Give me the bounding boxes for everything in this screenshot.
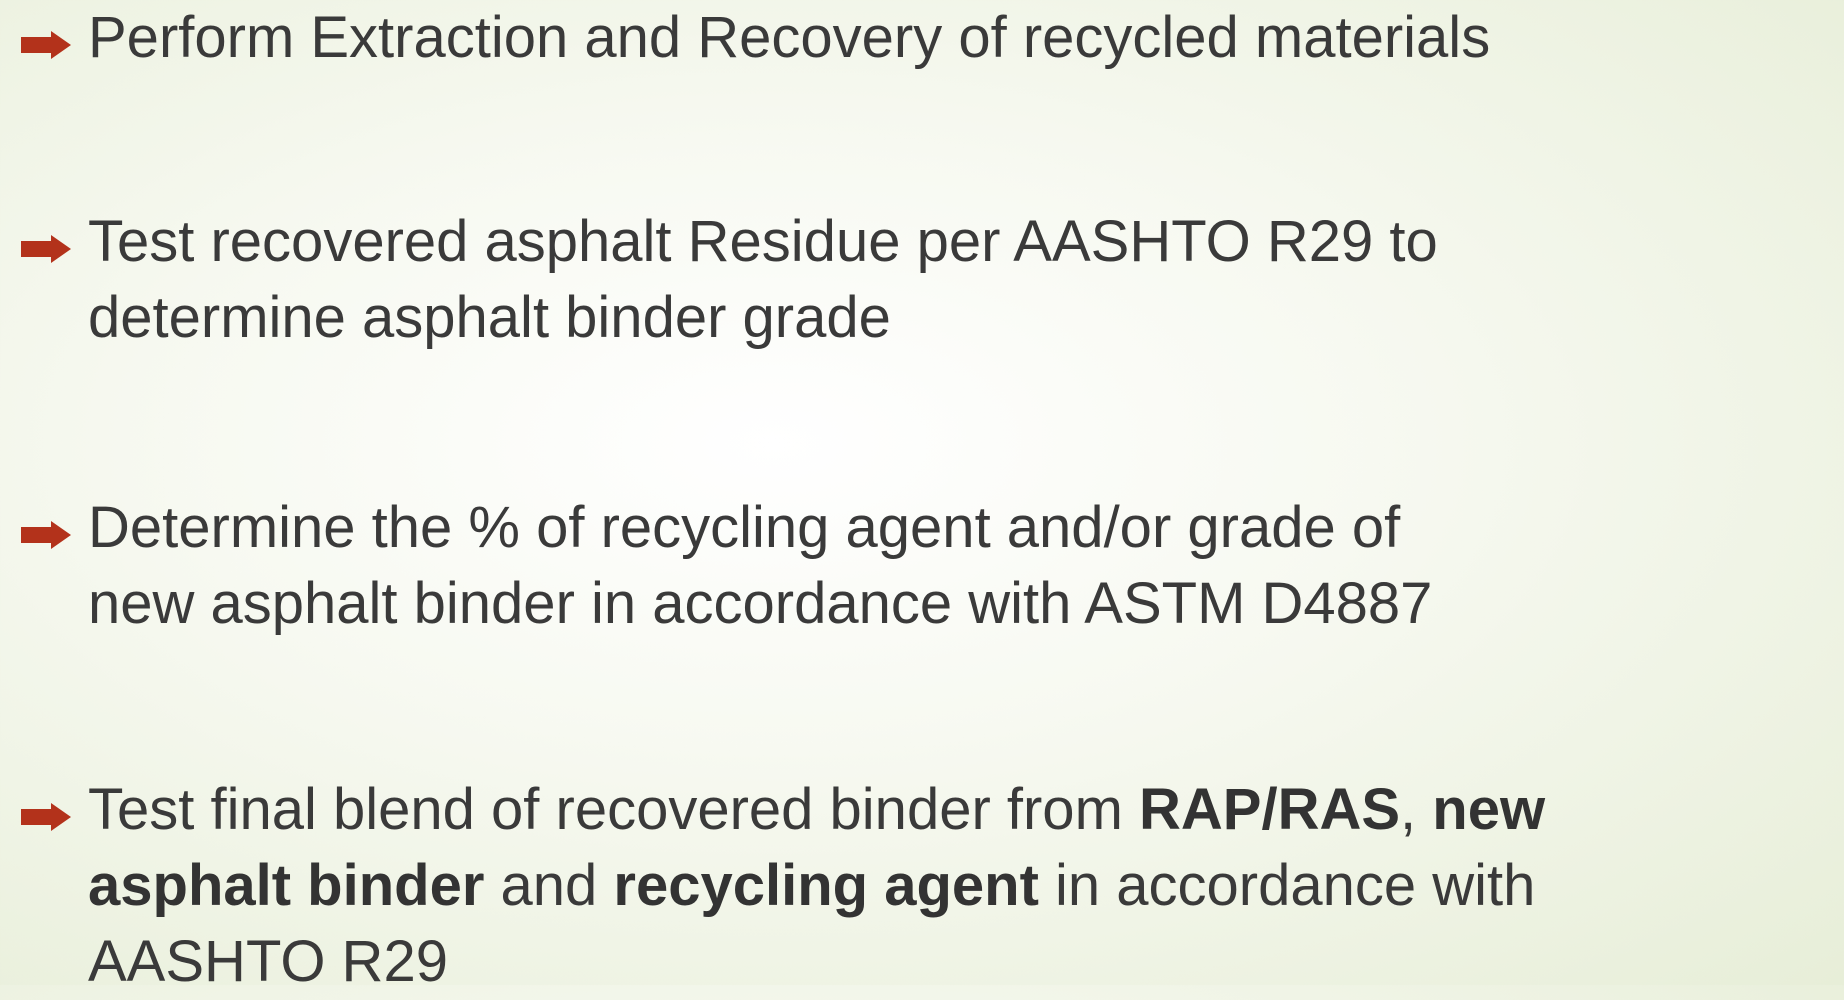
text: new asphalt binder in accordance with AS… xyxy=(88,571,1433,636)
bold-text: recycling agent xyxy=(613,853,1039,918)
bullet: Perform Extraction and Recovery of recyc… xyxy=(21,0,1490,76)
text: determine asphalt binder grade xyxy=(88,285,891,350)
bullet-line: determine asphalt binder grade xyxy=(88,280,1438,356)
text: Determine the % of recycling agent and/o… xyxy=(88,495,1401,560)
bullet-line: Perform Extraction and Recovery of recyc… xyxy=(88,0,1490,76)
bold-text: new xyxy=(1432,777,1546,842)
bullet: Test recovered asphalt Residue per AASHT… xyxy=(21,204,1438,356)
bullet-line: AASHTO R29 xyxy=(88,924,1545,1000)
text: Perform Extraction and Recovery of recyc… xyxy=(88,5,1491,70)
bullet-arrow xyxy=(21,803,71,831)
bullet: Determine the % of recycling agent and/o… xyxy=(21,490,1432,642)
text: in accordance with xyxy=(1038,853,1536,918)
text: , xyxy=(1400,777,1433,842)
text: AASHTO R29 xyxy=(88,929,448,994)
bullet-arrow xyxy=(21,521,71,549)
bullet-line: new asphalt binder in accordance with AS… xyxy=(88,566,1432,642)
bullet: Test final blend of recovered binder fro… xyxy=(21,772,1545,1000)
bullet-arrow xyxy=(21,31,71,59)
bullet-line: asphalt binder and recycling agent in ac… xyxy=(88,848,1545,924)
bullet-line: Test final blend of recovered binder fro… xyxy=(88,772,1545,848)
text: Test final blend of recovered binder fro… xyxy=(88,777,1139,842)
text: and xyxy=(484,853,614,918)
bullet-arrow xyxy=(21,235,71,263)
bullet-line: Determine the % of recycling agent and/o… xyxy=(88,490,1432,566)
bullet-line: Test recovered asphalt Residue per AASHT… xyxy=(88,204,1438,280)
bold-text: asphalt binder xyxy=(88,853,485,918)
text: Test recovered asphalt Residue per AASHT… xyxy=(88,209,1438,274)
bold-text: RAP/RAS xyxy=(1139,777,1401,842)
